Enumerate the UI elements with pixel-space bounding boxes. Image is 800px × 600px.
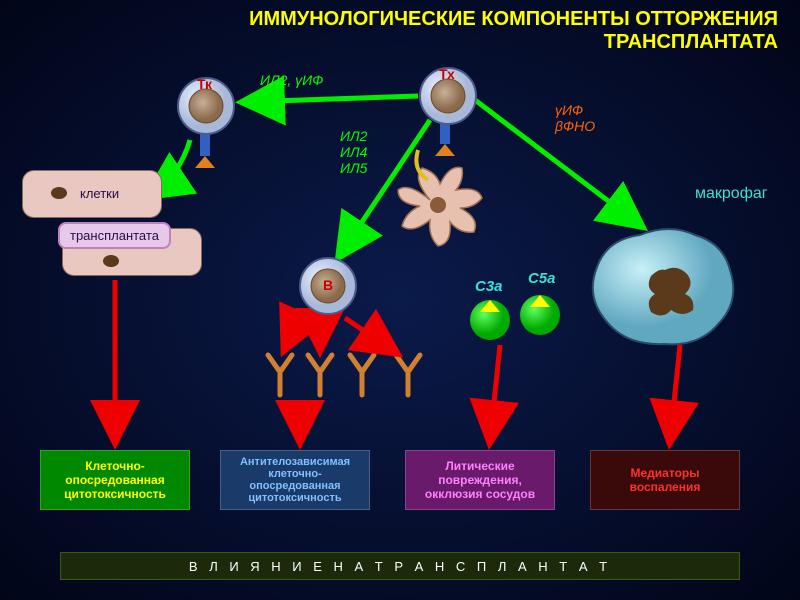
antibodies bbox=[268, 355, 420, 395]
diagram-title: ИММУНОЛОГИЧЕСКИЕ КОМПОНЕНТЫ ОТТОРЖЕНИЯ Т… bbox=[80, 8, 778, 54]
receptor-tk bbox=[195, 134, 215, 168]
macrophage-label: макрофаг bbox=[695, 185, 768, 203]
macrophage-cell bbox=[593, 229, 734, 344]
arrow-mac-outcome4 bbox=[670, 345, 680, 440]
receptor-th bbox=[416, 122, 455, 180]
arrow-b-ab3 bbox=[345, 318, 395, 352]
outcome-3: Литические повреждения, окклюзия сосудов bbox=[405, 450, 555, 510]
bottom-bar: В Л И Я Н И Е Н А Т Р А Н С П Л А Н Т А … bbox=[60, 552, 740, 580]
dendritic-cell bbox=[398, 167, 482, 246]
title-line2: ТРАНСПЛАНТАТА bbox=[80, 31, 778, 54]
arrow-b-ab1 bbox=[285, 320, 298, 348]
cyto-il245: ИЛ2 ИЛ4 ИЛ5 bbox=[340, 128, 367, 176]
outcome-2: Антителозависимая клеточно-опосредованна… bbox=[220, 450, 370, 510]
tissue-label-transplant: трансплантата bbox=[58, 222, 171, 249]
tissue-label-cells: клетки bbox=[70, 182, 129, 205]
c3a-label: C3a bbox=[475, 278, 503, 295]
outcome-4: Медиаторы воспаления bbox=[590, 450, 740, 510]
complement-c3a bbox=[470, 300, 510, 340]
c5a-label: C5a bbox=[528, 270, 556, 287]
tk-label: Тк bbox=[197, 76, 212, 92]
cyto-gif-fno: γИФ βФНО bbox=[555, 102, 595, 134]
b-label: В bbox=[323, 277, 333, 293]
outcome-1: Клеточно-опосредованная цитотоксичность bbox=[40, 450, 190, 510]
cyto-il2-gif: ИЛ2, γИФ bbox=[260, 72, 323, 88]
arrow-th-tk bbox=[245, 96, 418, 102]
th-label: Тх bbox=[439, 66, 455, 82]
title-line1: ИММУНОЛОГИЧЕСКИЕ КОМПОНЕНТЫ ОТТОРЖЕНИЯ bbox=[80, 8, 778, 31]
complement-c5a bbox=[520, 295, 560, 335]
diagram-svg bbox=[0, 0, 800, 600]
arrow-comp-outcome3 bbox=[490, 345, 500, 440]
